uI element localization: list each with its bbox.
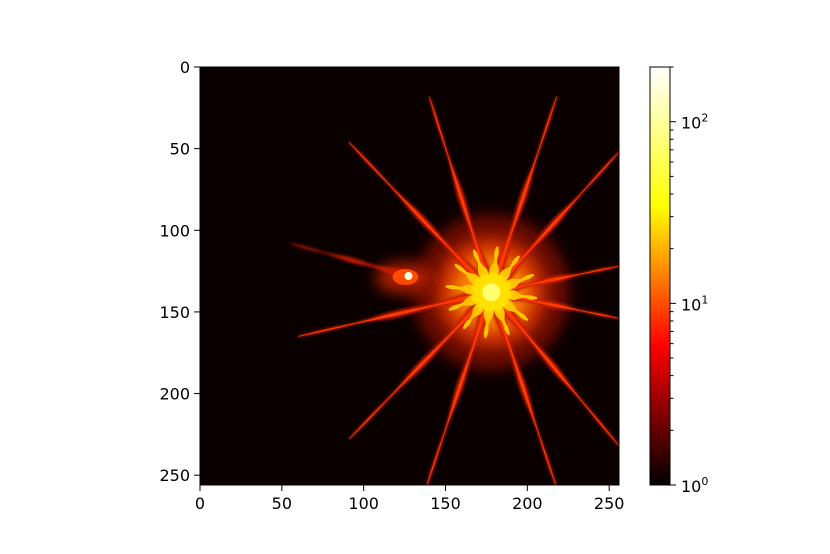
spike bbox=[486, 96, 558, 294]
y-tick-label: 150 bbox=[159, 303, 190, 322]
secondary-tail bbox=[289, 242, 411, 280]
spike-core bbox=[490, 151, 619, 294]
spike-layer bbox=[289, 96, 619, 485]
heatmap-image bbox=[200, 67, 619, 485]
spike bbox=[490, 265, 619, 297]
spike-core bbox=[489, 96, 558, 293]
spike bbox=[298, 287, 493, 338]
plot-frame bbox=[199, 66, 620, 486]
spike-core bbox=[489, 291, 557, 485]
x-tick-label: 50 bbox=[272, 494, 292, 513]
colorbar-ticks: 100 101 102 bbox=[670, 66, 708, 496]
y-tick-label: 100 bbox=[159, 221, 190, 240]
y-axis: 0 50 100 150 200 250 bbox=[159, 58, 200, 485]
spike-core bbox=[491, 290, 619, 319]
spike bbox=[428, 96, 496, 294]
colorbar-tick-label: 100 bbox=[681, 475, 708, 496]
secondary-core-bright bbox=[404, 272, 413, 280]
spike-core bbox=[428, 96, 494, 293]
x-tick-label: 250 bbox=[594, 494, 625, 513]
spike-core bbox=[348, 141, 493, 294]
spike-core bbox=[426, 291, 494, 485]
x-tick-label: 100 bbox=[348, 494, 379, 513]
colorbar-tick-label: 101 bbox=[681, 293, 708, 314]
x-tick-label: 0 bbox=[195, 494, 205, 513]
main-core-bright bbox=[482, 283, 501, 302]
spike-core bbox=[348, 291, 493, 440]
core-layer bbox=[392, 246, 538, 339]
spike-core bbox=[489, 291, 619, 446]
y-tick-label: 200 bbox=[159, 385, 190, 404]
x-axis: 0 50 100 150 200 250 bbox=[195, 485, 625, 513]
colorbar-tick-label: 102 bbox=[681, 112, 708, 133]
spike-core bbox=[298, 290, 492, 337]
y-tick-label: 50 bbox=[170, 140, 190, 159]
x-tick-label: 150 bbox=[430, 494, 461, 513]
y-tick-label: 0 bbox=[180, 58, 190, 77]
colorbar: 100 101 102 bbox=[649, 66, 708, 496]
colorbar-gradient bbox=[649, 66, 671, 486]
spike-core bbox=[491, 265, 619, 295]
spike bbox=[490, 287, 619, 320]
x-tick-label: 200 bbox=[512, 494, 543, 513]
y-tick-label: 250 bbox=[159, 466, 190, 485]
